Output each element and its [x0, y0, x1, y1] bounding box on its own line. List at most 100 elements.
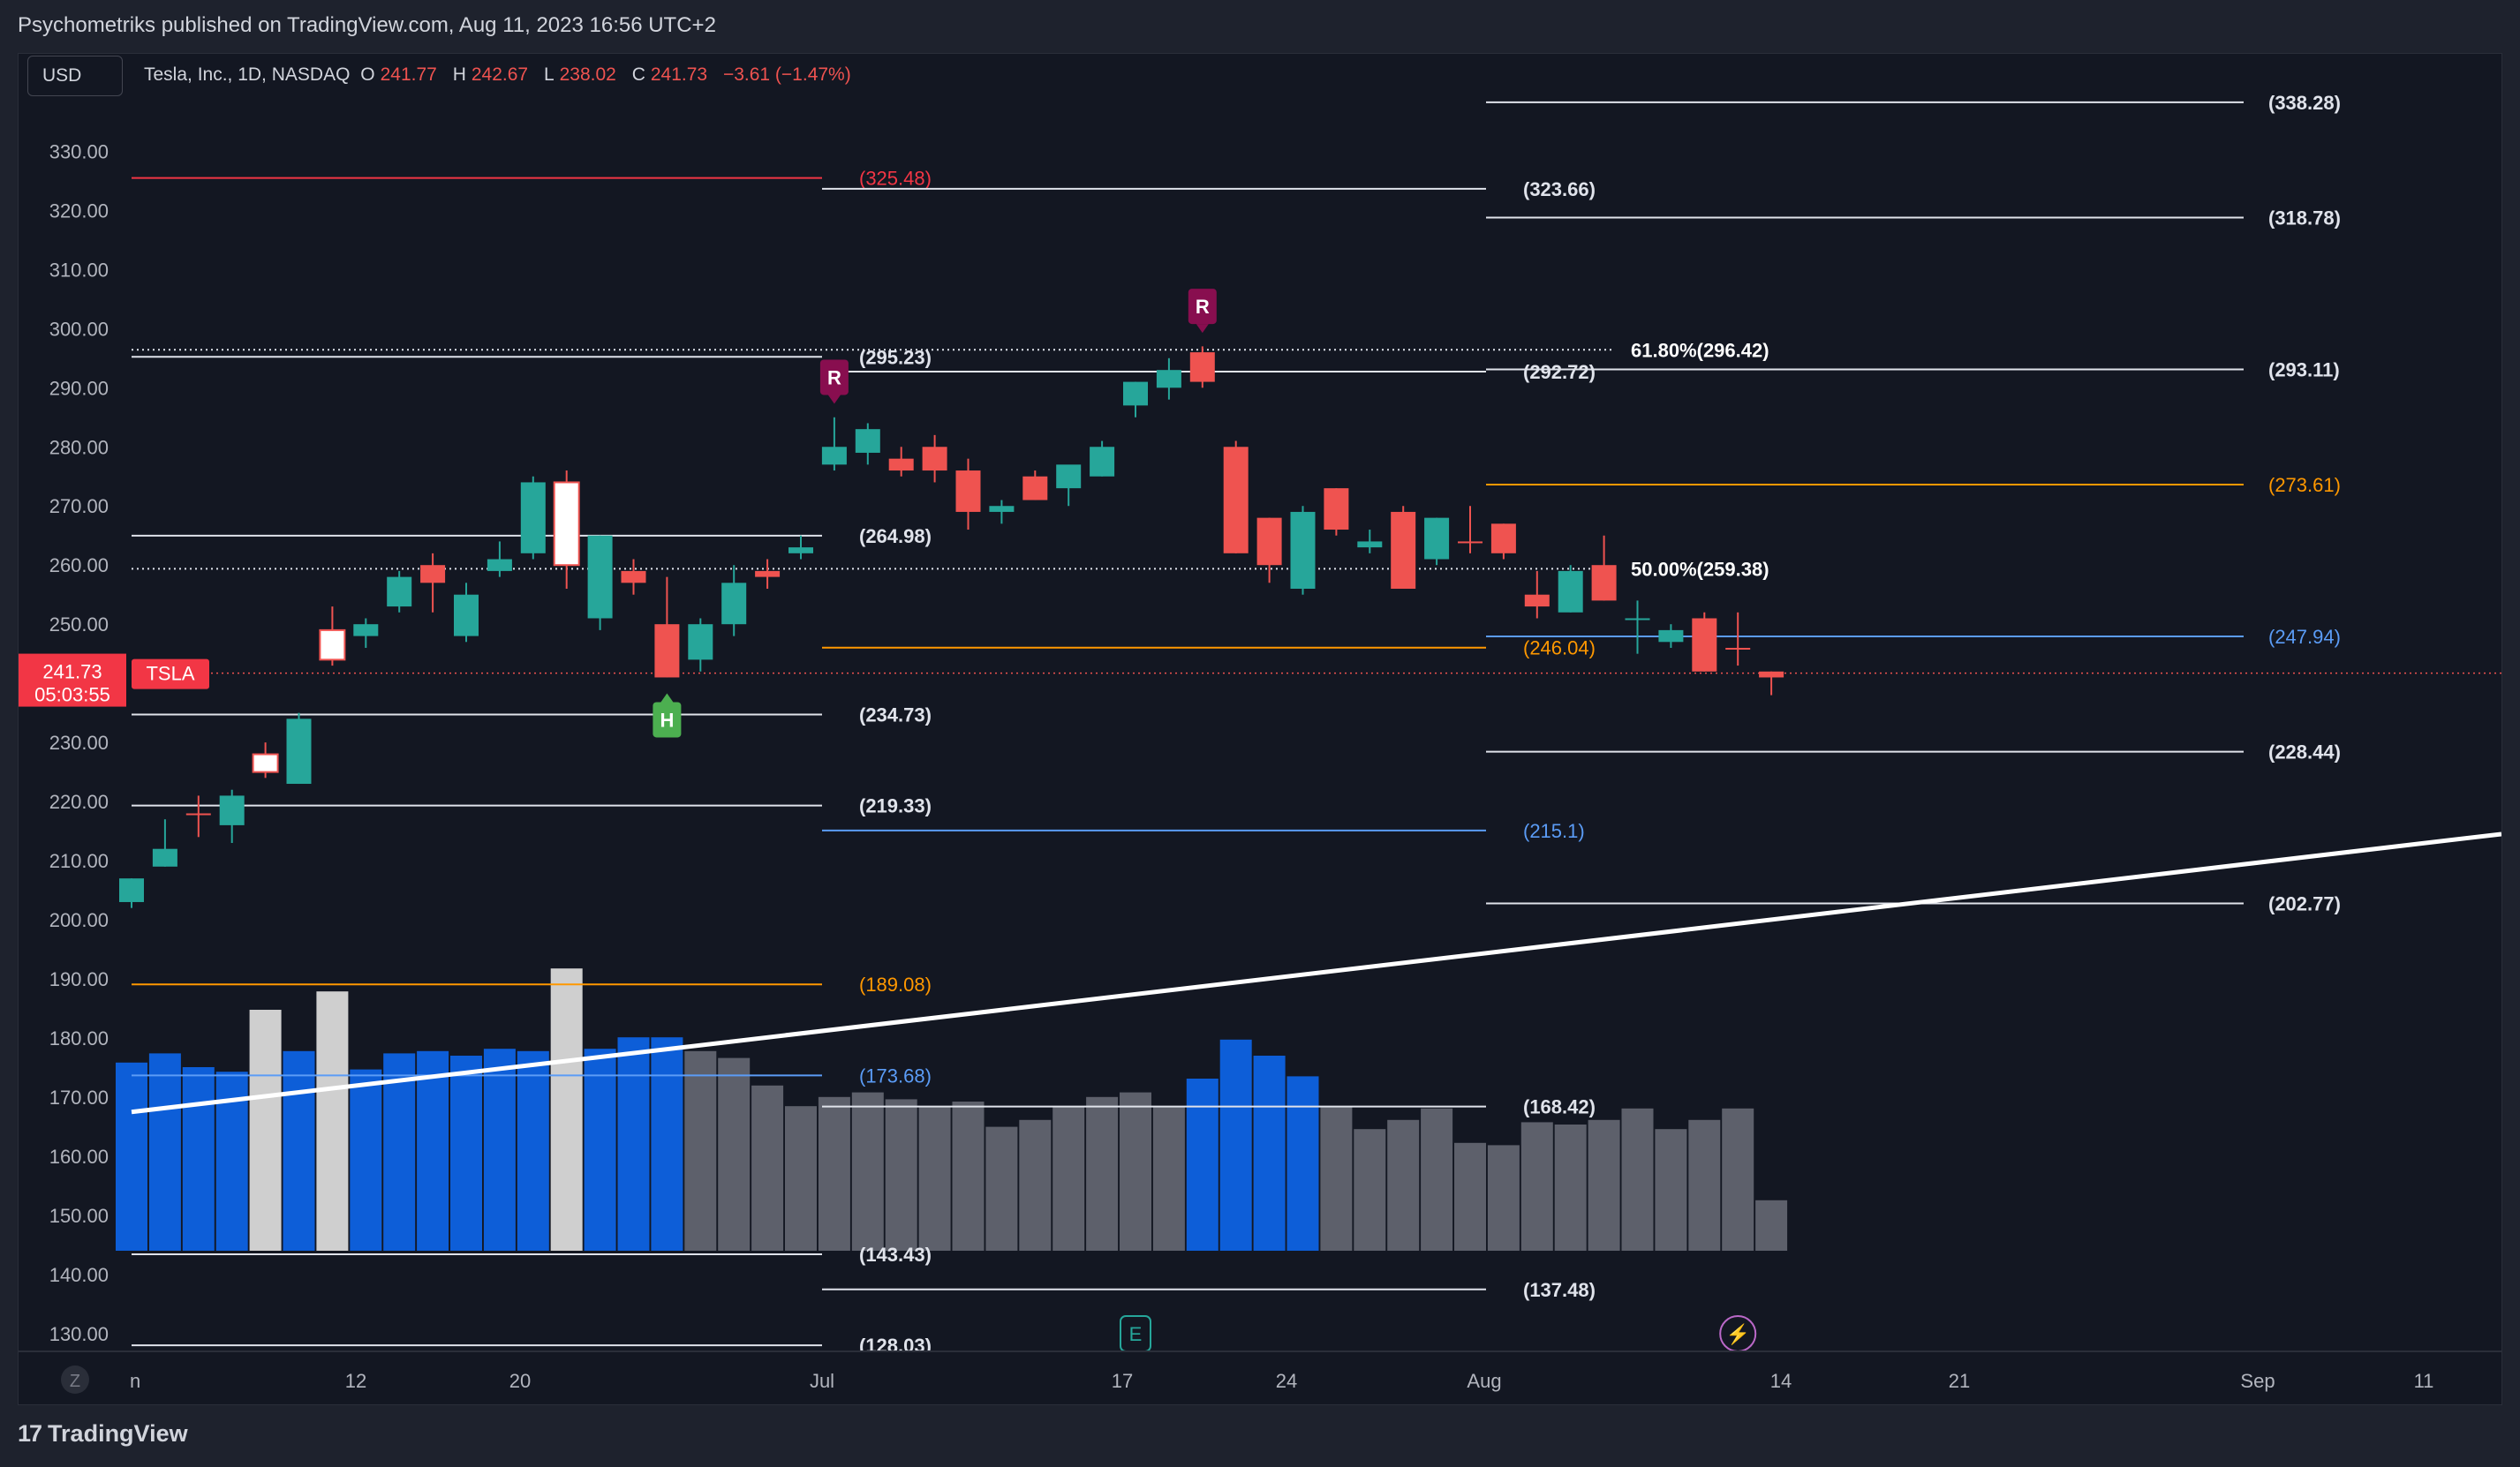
candle-body [1490, 523, 1516, 553]
y-tick-label: 160.00 [49, 1146, 109, 1168]
volume-bar [1120, 1092, 1151, 1251]
trendline [131, 831, 2501, 1115]
currency-button[interactable]: USD [27, 56, 123, 96]
volume-bar [1152, 1106, 1185, 1251]
x-tick-label: Aug [1467, 1370, 1501, 1392]
volume-bar [1755, 1200, 1788, 1251]
candle-body [1256, 517, 1282, 566]
y-tick-label: 320.00 [49, 199, 109, 222]
level-label: (325.48) [859, 168, 932, 190]
candle-body [286, 718, 312, 785]
volume-bar [785, 1106, 817, 1251]
y-tick-label: 290.00 [49, 377, 109, 399]
chart-area[interactable]: USD Tesla, Inc., 1D, NASDAQ O 241.77 H 242… [18, 53, 2502, 1405]
volume-bar [1354, 1129, 1386, 1251]
scale-z-button [61, 1365, 89, 1394]
tradingview-logo[interactable]: 17 TradingView [18, 1420, 188, 1448]
reversal-marker-tip [827, 395, 841, 404]
volume-bar [1421, 1108, 1453, 1251]
candle-body [387, 576, 412, 607]
candle-body [487, 559, 512, 571]
candle-body [821, 447, 847, 465]
x-tick-label: 11 [2414, 1370, 2434, 1392]
published-header: Psychometriks published on TradingView.c… [0, 0, 2520, 53]
level-label: (338.28) [2268, 92, 2341, 114]
tradingview-mark-icon: 17 [18, 1420, 42, 1447]
volume-bar [417, 1050, 449, 1251]
volume-bar [1219, 1039, 1252, 1251]
y-tick-label: 200.00 [49, 909, 109, 931]
x-tick-label: 24 [1276, 1370, 1297, 1392]
reversal-marker-label: R [1196, 296, 1210, 318]
volume-bar [1320, 1106, 1353, 1251]
earnings-icon-label: E [1129, 1323, 1143, 1345]
x-tick-label: 17 [1112, 1370, 1133, 1392]
last-price-tag [19, 653, 126, 707]
volume-bars [116, 968, 1788, 1251]
reversal-marker [1188, 289, 1217, 325]
candle-body [520, 482, 546, 553]
volume-bar [851, 1092, 884, 1251]
fib-label: 61.80%(296.42) [1631, 339, 1769, 361]
x-tick-label: 20 [509, 1370, 531, 1392]
candle-body [1458, 541, 1483, 544]
level-label: (219.33) [859, 795, 932, 817]
candle-body [654, 624, 680, 678]
candle-body [1189, 352, 1215, 382]
volume-bar [1520, 1122, 1553, 1251]
volume-bar [1053, 1106, 1085, 1251]
y-tick-label: 330.00 [49, 140, 109, 162]
candle-body [587, 535, 613, 619]
candle-body [955, 470, 981, 512]
volume-bar [383, 1053, 416, 1251]
volume-bar [885, 1099, 917, 1251]
volume-bar [918, 1106, 951, 1251]
y-tick-label: 310.00 [49, 259, 109, 281]
level-lines: (325.48) (323.66)(295.23)(292.72)(264.98)… [132, 92, 2501, 1357]
candle-body [1290, 511, 1316, 589]
level-label: (273.61) [2268, 474, 2341, 496]
volume-bar [751, 1085, 784, 1251]
candle-body [788, 547, 813, 553]
y-tick-label: 170.00 [49, 1087, 109, 1109]
legend-change: −3.61 (−1.47%) [722, 64, 851, 85]
volume-bar [1487, 1145, 1520, 1251]
legend-low: L 238.02 [543, 64, 616, 85]
price-chart[interactable]: (325.48) (323.66)(295.23)(292.72)(264.98)… [19, 54, 2501, 1404]
x-tick-label: 14 [1770, 1370, 1792, 1392]
candle-body [1391, 511, 1416, 589]
volume-bar [684, 1050, 717, 1251]
volume-bar [450, 1056, 482, 1251]
x-tick-label: 21 [1949, 1370, 1970, 1392]
footer: 17 TradingView [0, 1405, 2520, 1467]
candle-body [454, 594, 479, 636]
y-tick-label: 190.00 [49, 968, 109, 990]
candle-body [1692, 618, 1717, 672]
volume-bar [1454, 1142, 1486, 1251]
reversal-marker-tip [1196, 324, 1209, 334]
candle-body [1658, 629, 1684, 643]
volume-bar [550, 968, 583, 1251]
volume-bar [818, 1096, 850, 1251]
candle-body [1324, 488, 1349, 530]
level-label: (215.1) [1523, 820, 1585, 842]
candle-body [185, 813, 211, 816]
dividend-icon-label: ⚡ [1725, 1323, 1749, 1346]
candle-body [1524, 594, 1550, 607]
candle-body [721, 583, 747, 625]
symbol-tag-label: TSLA [146, 663, 194, 685]
level-label: (189.08) [859, 974, 932, 996]
y-tick-label: 270.00 [49, 495, 109, 517]
level-label: (173.68) [859, 1065, 932, 1087]
volume-bar [1688, 1119, 1721, 1251]
volume-bar [517, 1050, 549, 1251]
legend-close: C 241.73 [631, 64, 708, 85]
y-tick-label: 230.00 [49, 732, 109, 754]
candle-body [755, 570, 781, 577]
y-tick-label: 300.00 [49, 318, 109, 340]
candle-body [888, 458, 914, 471]
last-price-value: 241.73 [42, 661, 102, 683]
y-tick-label: 210.00 [49, 850, 109, 872]
hammer-marker-label: H [660, 709, 674, 731]
